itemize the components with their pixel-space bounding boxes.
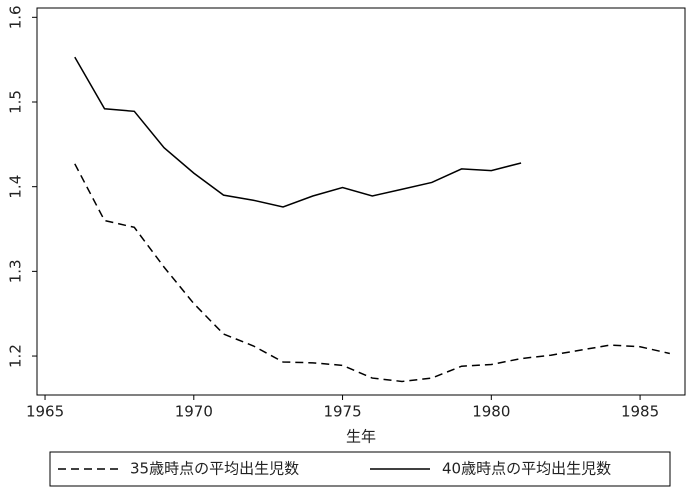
x-axis-label: 生年 xyxy=(346,428,376,446)
x-tick-label: 1965 xyxy=(26,403,64,421)
y-tick-label: 1.4 xyxy=(7,175,25,199)
series-line xyxy=(74,56,522,208)
x-tick-label: 1975 xyxy=(323,403,361,421)
legend-box xyxy=(49,451,671,487)
x-tick-label: 1985 xyxy=(621,403,659,421)
series-line xyxy=(74,163,670,383)
plot-frame xyxy=(36,7,686,396)
legend-label: 35歳時点の平均出生児数 xyxy=(130,460,299,478)
y-tick-label: 1.6 xyxy=(7,5,25,29)
y-tick-label: 1.3 xyxy=(7,259,25,283)
legend-label: 40歳時点の平均出生児数 xyxy=(442,460,611,478)
y-tick-label: 1.5 xyxy=(7,90,25,114)
x-tick-label: 1980 xyxy=(472,403,510,421)
x-tick-label: 1970 xyxy=(175,403,213,421)
y-tick-label: 1.2 xyxy=(7,344,25,368)
